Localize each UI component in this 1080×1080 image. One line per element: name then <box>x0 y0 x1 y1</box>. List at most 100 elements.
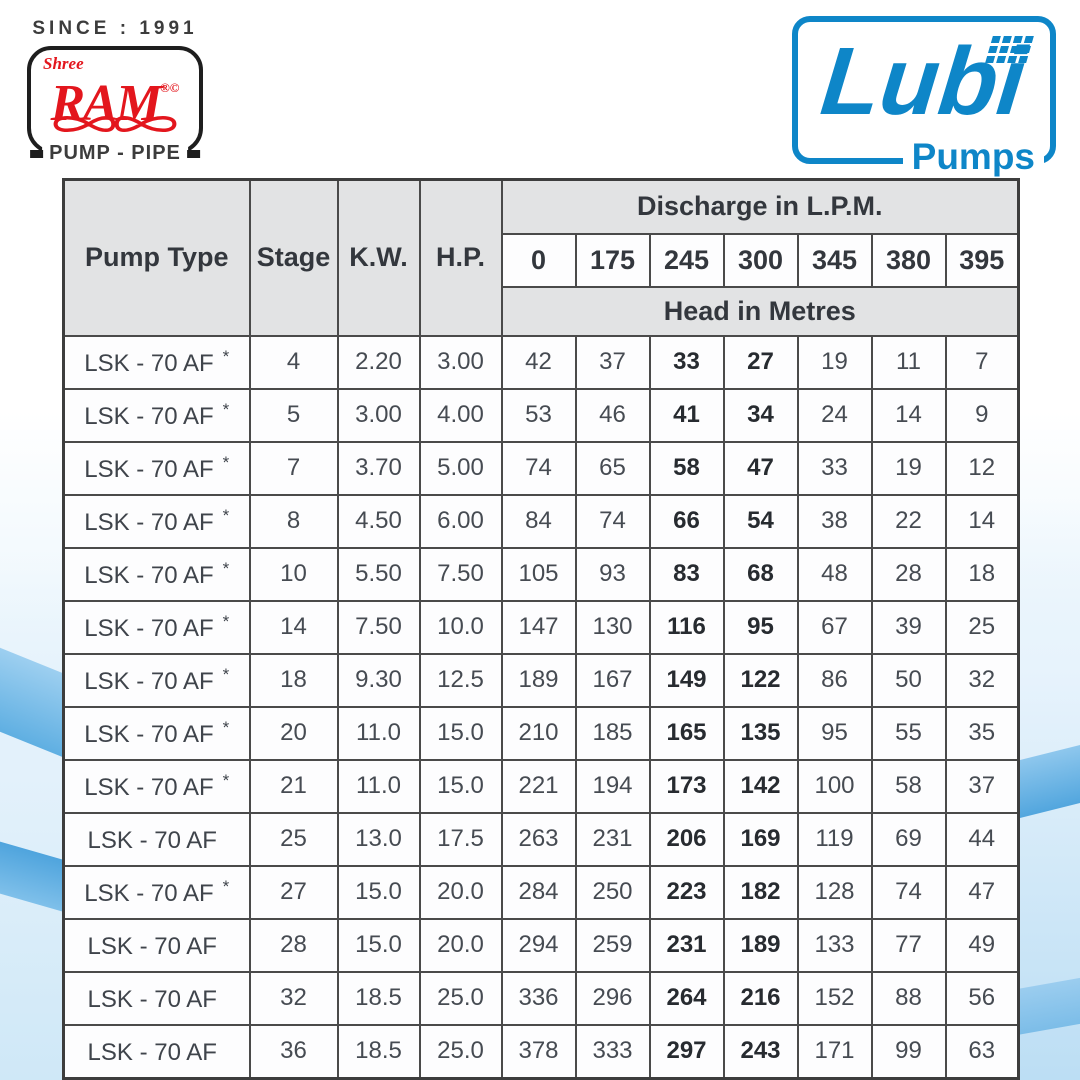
head-value-cell: 39 <box>870 599 947 655</box>
trademark-marks: ®© <box>160 80 180 95</box>
pump-type-cell: LSK - 70 AF * <box>62 387 251 443</box>
pump-type-cell: LSK - 70 AF * <box>62 440 251 496</box>
head-value-cell: 22 <box>870 493 947 549</box>
head-value-cell: 25 <box>944 599 1020 655</box>
head-value-cell: 149 <box>648 652 725 708</box>
hp-cell: 15.0 <box>418 758 503 814</box>
hp-cell: 20.0 <box>418 864 503 920</box>
stage-cell: 18 <box>248 652 339 708</box>
pump-type-cell: LSK - 70 AF * <box>62 758 251 814</box>
head-value-cell: 67 <box>796 599 873 655</box>
pump-type-cell: LSK - 70 AF <box>62 917 251 973</box>
head-value-cell: 135 <box>722 705 799 761</box>
head-value-cell: 32 <box>944 652 1020 708</box>
head-value-cell: 171 <box>796 1023 873 1079</box>
table-row: LSK - 70 AF 25 13.0 17.5 263 231 206 169… <box>62 811 1020 867</box>
head-value-cell: 47 <box>722 440 799 496</box>
head-value-cell: 250 <box>574 864 651 920</box>
head-value-cell: 18 <box>944 546 1020 602</box>
kw-cell: 4.50 <box>336 493 421 549</box>
head-value-cell: 297 <box>648 1023 725 1079</box>
head-value-cell: 19 <box>796 334 873 390</box>
kw-cell: 2.20 <box>336 334 421 390</box>
hp-cell: 25.0 <box>418 970 503 1026</box>
head-value-cell: 284 <box>500 864 577 920</box>
head-value-cell: 37 <box>574 334 651 390</box>
pump-type-cell: LSK - 70 AF * <box>62 493 251 549</box>
table-row: LSK - 70 AF * 18 9.30 12.5 189 167 149 12… <box>62 652 1020 708</box>
kw-cell: 7.50 <box>336 599 421 655</box>
table-row: LSK - 70 AF * 4 2.20 3.00 42 37 33 27 19 … <box>62 334 1020 390</box>
hp-cell: 12.5 <box>418 652 503 708</box>
head-value-cell: 100 <box>796 758 873 814</box>
head-value-cell: 378 <box>500 1023 577 1079</box>
kw-cell: 11.0 <box>336 705 421 761</box>
head-value-cell: 28 <box>870 546 947 602</box>
head-value-cell: 95 <box>796 705 873 761</box>
head-value-cell: 69 <box>870 811 947 867</box>
table-row: LSK - 70 AF * 14 7.50 10.0 147 130 116 95… <box>62 599 1020 655</box>
kw-cell: 5.50 <box>336 546 421 602</box>
head-value-cell: 56 <box>944 970 1020 1026</box>
asterisk-mark: * <box>222 770 230 790</box>
pump-pipe-label: PUMP - PIPE <box>30 142 200 165</box>
table-row: LSK - 70 AF 32 18.5 25.0 336 296 264 216… <box>62 970 1020 1026</box>
asterisk-mark: * <box>222 717 230 737</box>
header-row-head-metres: Head in Metres <box>64 285 1020 337</box>
pump-type-text: LSK - 70 AF <box>87 826 217 854</box>
hp-cell: 7.50 <box>418 546 503 602</box>
kw-cell: 15.0 <box>336 864 421 920</box>
pump-spec-table: Pump Type Stage K.W. H.P. Discharge in L… <box>62 178 1021 1080</box>
hp-cell: 5.00 <box>418 440 503 496</box>
head-value-cell: 53 <box>500 387 577 443</box>
asterisk-mark: * <box>222 558 230 578</box>
head-value-cell: 34 <box>722 387 799 443</box>
pump-type-text: LSK - 70 AF <box>84 667 214 695</box>
lubi-pumps-label: Pumps <box>902 136 1044 178</box>
head-value-cell: 185 <box>574 705 651 761</box>
stage-cell: 36 <box>248 1023 339 1079</box>
hp-cell: 25.0 <box>418 1023 503 1079</box>
asterisk-mark: * <box>222 611 230 631</box>
ram-swirl-icon <box>53 115 177 133</box>
head-value-cell: 50 <box>870 652 947 708</box>
discharge-value-cell: 0 <box>500 232 577 288</box>
right-swoosh-decoration <box>1018 0 1080 1080</box>
head-value-cell: 142 <box>722 758 799 814</box>
head-value-cell: 259 <box>574 917 651 973</box>
discharge-values-row: 0 175 245 300 345 380 395 <box>64 232 1020 288</box>
head-value-cell: 9 <box>944 387 1020 443</box>
head-value-cell: 14 <box>870 387 947 443</box>
head-value-cell: 152 <box>796 970 873 1026</box>
table-row: LSK - 70 AF * 7 3.70 5.00 74 65 58 47 33 … <box>62 440 1020 496</box>
hp-cell: 6.00 <box>418 493 503 549</box>
head-value-cell: 58 <box>870 758 947 814</box>
pump-type-header: Pump Type <box>62 178 251 337</box>
head-value-cell: 58 <box>648 440 725 496</box>
pump-type-text: LSK - 70 AF <box>84 879 214 907</box>
stage-header: Stage <box>248 178 339 337</box>
head-value-cell: 206 <box>648 811 725 867</box>
table-row: LSK - 70 AF * 20 11.0 15.0 210 185 165 13… <box>62 705 1020 761</box>
head-value-cell: 231 <box>574 811 651 867</box>
head-value-cell: 105 <box>500 546 577 602</box>
head-value-cell: 119 <box>796 811 873 867</box>
hp-cell: 15.0 <box>418 705 503 761</box>
asterisk-mark: * <box>222 346 230 366</box>
hp-cell: 3.00 <box>418 334 503 390</box>
table-row: LSK - 70 AF * 10 5.50 7.50 105 93 83 68 4… <box>62 546 1020 602</box>
head-value-cell: 95 <box>722 599 799 655</box>
pump-type-text: LSK - 70 AF <box>84 614 214 642</box>
pump-type-cell: LSK - 70 AF <box>62 970 251 1026</box>
head-value-cell: 55 <box>870 705 947 761</box>
head-value-cell: 182 <box>722 864 799 920</box>
shree-label: Shree <box>43 54 84 73</box>
kw-cell: 11.0 <box>336 758 421 814</box>
discharge-value-cell: 245 <box>648 232 725 288</box>
head-value-cell: 47 <box>944 864 1020 920</box>
head-value-cell: 264 <box>648 970 725 1026</box>
head-value-cell: 116 <box>648 599 725 655</box>
pump-type-text: LSK - 70 AF <box>84 720 214 748</box>
kw-cell: 18.5 <box>336 970 421 1026</box>
asterisk-mark: * <box>222 505 230 525</box>
